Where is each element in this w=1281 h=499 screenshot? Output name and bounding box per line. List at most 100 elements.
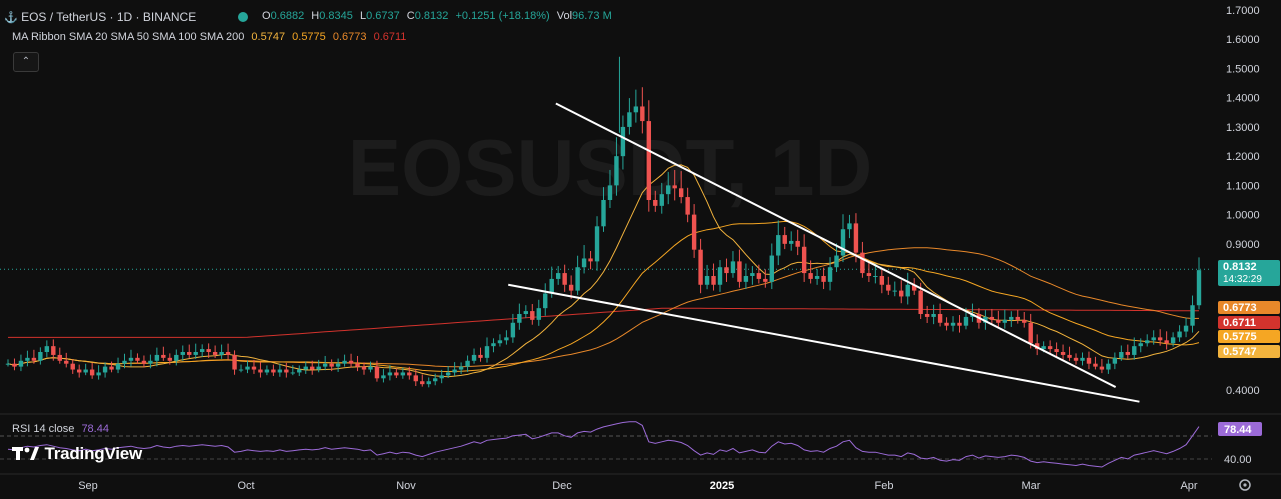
- candle-body: [135, 357, 140, 361]
- price-tick-label: 0.4000: [1226, 385, 1260, 397]
- price-tick-label: 1.3000: [1226, 122, 1260, 134]
- candle-body: [724, 267, 729, 274]
- candle-body: [555, 273, 561, 279]
- candle-body: [646, 121, 652, 200]
- candle-body: [206, 349, 211, 352]
- candle-body: [743, 276, 749, 282]
- candle-body: [426, 381, 431, 385]
- indicator-name[interactable]: MA Ribbon SMA 20 SMA 50 SMA 100 SMA 200: [12, 31, 245, 43]
- candle-body: [989, 316, 995, 320]
- candle-body: [458, 366, 464, 370]
- candle-body: [297, 369, 302, 373]
- low-value: 0.6737: [366, 10, 400, 22]
- candle-body: [562, 273, 567, 285]
- candle-body: [601, 200, 606, 227]
- candle-body: [1099, 366, 1105, 370]
- candle-body: [1177, 331, 1182, 338]
- candle-body: [1157, 337, 1163, 341]
- price-tag-label: 0.5747: [1223, 346, 1257, 358]
- candle-body: [44, 346, 50, 352]
- time-tick-label: Nov: [396, 480, 416, 492]
- candle-body: [776, 235, 781, 256]
- close-value: 0.8132: [414, 10, 449, 22]
- settings-icon-center: [1243, 483, 1247, 487]
- candle-body: [717, 267, 723, 285]
- sma100-value: 0.6773: [332, 31, 367, 43]
- candle-body: [504, 337, 509, 341]
- candle-body: [918, 290, 923, 314]
- rsi-line: [7, 421, 1200, 468]
- candle-body: [316, 366, 321, 370]
- candle-body: [225, 352, 231, 355]
- price-tag: [1218, 301, 1280, 314]
- low-label: L: [359, 10, 367, 22]
- candles-group: [5, 87, 1202, 388]
- symbol-title[interactable]: EOS / TetherUS · 1D · BINANCE: [21, 10, 197, 24]
- candle-body: [905, 284, 910, 297]
- candle-body: [193, 352, 198, 355]
- candle-body: [258, 369, 263, 373]
- candle-body: [348, 360, 354, 364]
- candle-body: [640, 106, 645, 122]
- candle-body: [264, 369, 270, 373]
- candle-body: [523, 311, 529, 314]
- price-tag-label: 0.8132: [1223, 261, 1257, 273]
- candle-body: [232, 354, 237, 370]
- rsi-value-tag-label: 78.44: [1224, 424, 1252, 436]
- candle-body: [1041, 346, 1046, 350]
- time-tick-label: Sep: [78, 480, 98, 492]
- price-tick-label: 1.5000: [1226, 63, 1260, 75]
- candle-body: [756, 273, 762, 279]
- candle-body: [1086, 357, 1092, 364]
- candle-body: [530, 311, 535, 320]
- candle-body: [996, 319, 1001, 323]
- symbol-row: ⚓ EOS / TetherUS · 1D · BINANCE: [4, 10, 200, 24]
- candle-body: [51, 346, 56, 355]
- exchange-icon: ⚓: [4, 12, 18, 24]
- candle-body: [420, 381, 425, 385]
- time-tick-label: Feb: [875, 480, 894, 492]
- candle-body: [866, 273, 872, 276]
- candle-body: [148, 360, 153, 364]
- candle-body: [950, 322, 956, 326]
- price-tag: [1218, 316, 1280, 329]
- candle-body: [711, 276, 716, 285]
- candle-body: [834, 255, 839, 268]
- candle-body: [1170, 337, 1176, 344]
- price-tick-label: 1.6000: [1226, 34, 1260, 46]
- settings-icon[interactable]: [1239, 479, 1251, 491]
- candle-body: [38, 352, 43, 361]
- candle-body: [517, 314, 522, 323]
- candle-body: [31, 357, 37, 361]
- candle-body: [445, 372, 451, 376]
- visibility-icon[interactable]: [236, 10, 250, 24]
- candle-body: [666, 185, 671, 195]
- price-tick-label: 1.7000: [1226, 5, 1260, 17]
- candle-body: [704, 276, 710, 285]
- tradingview-brand: TradingView: [44, 444, 143, 463]
- sma50-line: [7, 220, 1200, 373]
- rsi-label[interactable]: RSI 14 close: [12, 423, 75, 435]
- candle-body: [174, 354, 179, 361]
- candle-body: [1119, 352, 1124, 358]
- tradingview-logo[interactable]: TradingView: [12, 444, 142, 464]
- candle-body: [329, 363, 334, 367]
- candle-body: [737, 261, 742, 282]
- candle-body: [899, 290, 904, 297]
- candle-body: [1093, 363, 1098, 367]
- candle-body: [1002, 319, 1008, 323]
- candle-body: [944, 322, 949, 326]
- candle-body: [911, 284, 917, 291]
- close-label: C: [406, 10, 415, 22]
- ohlc-row: O0.6882 H0.8345 L0.6737 C0.8132 +0.1251 …: [262, 10, 616, 22]
- candle-body: [827, 267, 833, 282]
- indicator-row: MA Ribbon SMA 20 SMA 50 SMA 100 SMA 200 …: [12, 31, 410, 43]
- high-label: H: [311, 10, 320, 22]
- candle-body: [478, 354, 483, 358]
- candle-body: [277, 369, 283, 373]
- candle-body: [672, 185, 677, 189]
- candle-body: [1022, 319, 1027, 323]
- collapse-legend-button[interactable]: ⌃: [13, 52, 39, 72]
- candle-body: [879, 276, 885, 285]
